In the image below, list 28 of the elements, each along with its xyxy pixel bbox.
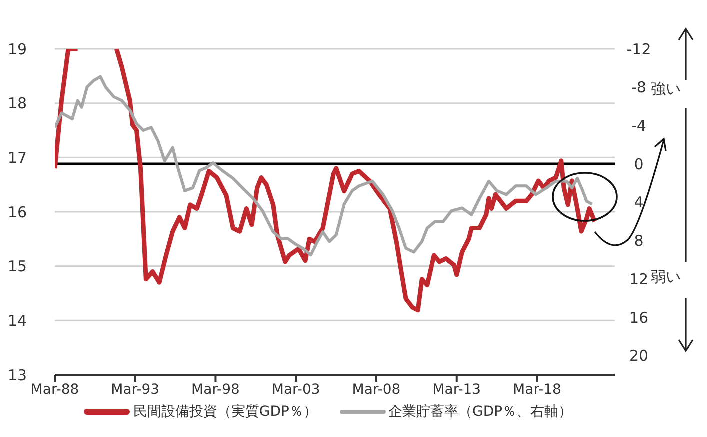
y2-tick-label: 12 xyxy=(629,270,649,288)
y-tick-label: 19 xyxy=(8,40,27,58)
x-tick-label: Mar-13 xyxy=(432,382,482,398)
x-tick-label: Mar-03 xyxy=(272,382,320,398)
y-tick-label: 17 xyxy=(8,148,27,167)
y2-tick-label: 16 xyxy=(629,308,649,327)
y2-tick-label: -8 xyxy=(632,78,646,97)
y2-tick-label: 0 xyxy=(634,155,644,174)
y2-tick-label: 20 xyxy=(629,347,649,366)
x-tick-label: Mar-93 xyxy=(111,382,160,398)
x-tick-label: Mar-08 xyxy=(352,382,401,398)
x-tick-label: Mar-98 xyxy=(192,382,240,398)
y-tick-label: 16 xyxy=(8,203,27,222)
legend-label: 民間設備投資（実質GDP％） xyxy=(133,403,318,421)
y-tick-label: 13 xyxy=(8,366,27,384)
y2-tick-label: -4 xyxy=(632,117,646,136)
text: 強い xyxy=(651,80,681,98)
line-series xyxy=(55,75,594,257)
y-tick-label: 15 xyxy=(8,258,27,276)
y-tick-label: 14 xyxy=(8,312,27,330)
y2-tick-label: 8 xyxy=(634,232,644,250)
legend-label: 企業貯蓄率（GDP％、右軸） xyxy=(388,403,573,421)
x-tick-label: Mar-18 xyxy=(513,382,562,398)
x-tick-label: Mar-88 xyxy=(30,382,80,398)
y2-tick-label: 4 xyxy=(634,194,644,212)
y-tick-label: 18 xyxy=(8,94,27,113)
text: 弱い xyxy=(651,268,681,286)
y2-tick-label: -12 xyxy=(626,40,652,58)
